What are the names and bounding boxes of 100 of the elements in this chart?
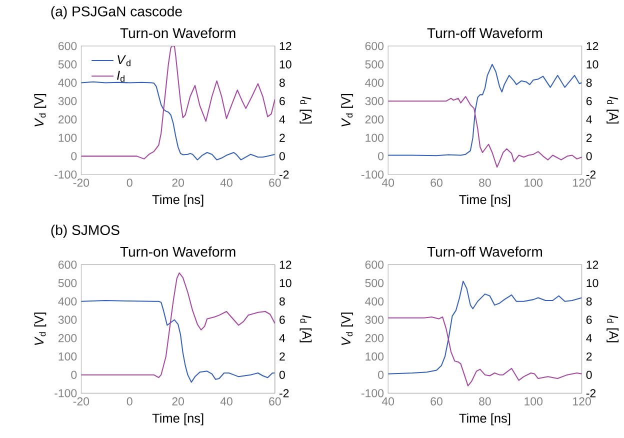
y-tick-label: 400 [58,297,77,306]
line-series [81,81,275,160]
y-tick-label: 200 [365,115,384,124]
y2-tick-label: 2 [280,352,285,360]
y2-tick-label: 10 [586,278,598,287]
x-axis-title: Time [ns] [459,194,510,206]
y2-axis-title: I$_{d}$ [A] [606,315,619,342]
y2-tick-label: 2 [280,134,285,142]
y-tick-label: 100 [366,352,384,360]
y2-tick-label: 4 [279,115,286,124]
y-tick-label: 200 [365,334,384,342]
y2-tick-label: 10 [280,60,292,68]
y2-tick-label: -2 [586,389,596,398]
x-tick-label: 100 [524,397,543,406]
x-tick-label: -20 [73,178,90,187]
y2-tick-label: 0 [279,152,285,160]
y2-tick-label: 4 [586,334,592,342]
line-series [388,64,582,156]
y2-tick-label: 8 [280,78,285,87]
x-tick-label: 120 [573,178,591,187]
y2-tick-label: 10 [280,278,292,287]
x-tick-label: 0 [126,178,132,187]
legend-label: V$_{d}$ [118,55,130,66]
y2-tick-label: -2 [586,170,596,178]
y2-axis-title: I$_{d}$ [A] [606,96,619,124]
x-tick-label: 40 [220,397,232,406]
y-axis-title: V$_{d}$ [V] [34,312,46,345]
y2-tick-label: 6 [280,96,285,106]
y-axis-title: V$_{d}$ [V] [34,94,46,126]
y-tick-label: 500 [58,60,77,68]
legend-label: I$_{d}$ [117,70,124,82]
x-tick-label: 60 [430,397,442,406]
y2-tick-label: 12 [586,42,598,50]
x-tick-label: 40 [382,397,394,406]
y2-tick-label: 8 [280,297,285,306]
x-tick-label: 120 [573,397,591,406]
y-tick-label: 300 [58,96,77,106]
y2-tick-label: 6 [586,96,592,106]
y-tick-label: 100 [366,134,384,142]
x-tick-label: 40 [382,178,394,187]
y2-tick-label: 8 [586,78,592,87]
y-tick-label: 0 [71,370,77,379]
y-tick-label: 100 [58,134,77,142]
text: (a) PSJGaN cascode [51,6,182,20]
y2-axis-title: I$_{d}$ [A] [300,315,312,342]
y2-axis-title: I$_{d}$ [A] [300,96,312,124]
x-tick-label: 60 [269,397,281,406]
x-tick-label: -20 [73,397,90,406]
y2-tick-label: 0 [586,152,592,160]
x-axis-title: Time [ns] [459,413,510,426]
y2-tick-label: 12 [280,42,292,50]
y-tick-label: -100 [54,170,77,178]
y-tick-label: 500 [58,278,77,287]
y-tick-label: 400 [58,78,77,87]
x-tick-label: 60 [430,178,442,187]
y-tick-label: 200 [58,115,77,124]
y-tick-label: 600 [365,42,384,50]
text: (b) SJMOS [51,224,120,238]
y-tick-label: -100 [54,388,77,398]
y-tick-label: 300 [365,316,384,324]
x-tick-label: 100 [524,178,543,187]
y-tick-label: 100 [58,352,77,360]
y-tick-label: 600 [58,42,77,50]
line-series [388,280,582,374]
y2-tick-label: 8 [586,297,592,306]
y2-tick-label: 12 [586,260,598,269]
x-tick-label: 0 [126,397,132,406]
x-tick-label: 60 [269,178,281,187]
x-tick-label: 20 [172,178,184,187]
x-tick-label: 80 [479,397,491,406]
y2-tick-label: 0 [586,370,592,379]
chart-title: Turn-off Waveform [427,246,542,257]
y2-tick-label: 6 [586,316,592,324]
y-tick-label: 400 [365,297,384,306]
y2-tick-label: 4 [279,334,286,342]
x-axis-title: Time [ns] [152,413,204,426]
chart-title: Turn-on Waveform [120,28,236,38]
y-tick-label: 0 [378,370,384,379]
y-tick-label: 200 [58,334,77,342]
x-tick-label: 20 [172,397,184,406]
y-tick-label: 500 [365,60,384,68]
y2-tick-label: 2 [586,352,592,360]
chart-title: Turn-on Waveform [120,246,236,257]
y-axis-title: V$_{d}$ [V] [341,94,354,126]
y-tick-label: 500 [365,278,384,287]
y2-tick-label: 12 [280,260,292,269]
x-axis-title: Time [ns] [152,194,204,206]
y-tick-label: 600 [365,260,384,269]
y-tick-label: -100 [361,170,384,178]
y2-tick-label: 4 [586,115,592,124]
chart-title: Turn-off Waveform [427,28,542,38]
y-tick-label: 0 [378,152,384,160]
y-tick-label: 300 [365,96,384,106]
y2-tick-label: -2 [280,389,289,398]
y-tick-label: 0 [71,152,77,160]
y-tick-label: 400 [365,78,384,87]
x-tick-label: 80 [479,178,491,187]
y-tick-label: 300 [58,316,77,324]
y-axis-title: V$_{d}$ [V] [341,312,354,345]
y-tick-label: -100 [361,388,384,398]
